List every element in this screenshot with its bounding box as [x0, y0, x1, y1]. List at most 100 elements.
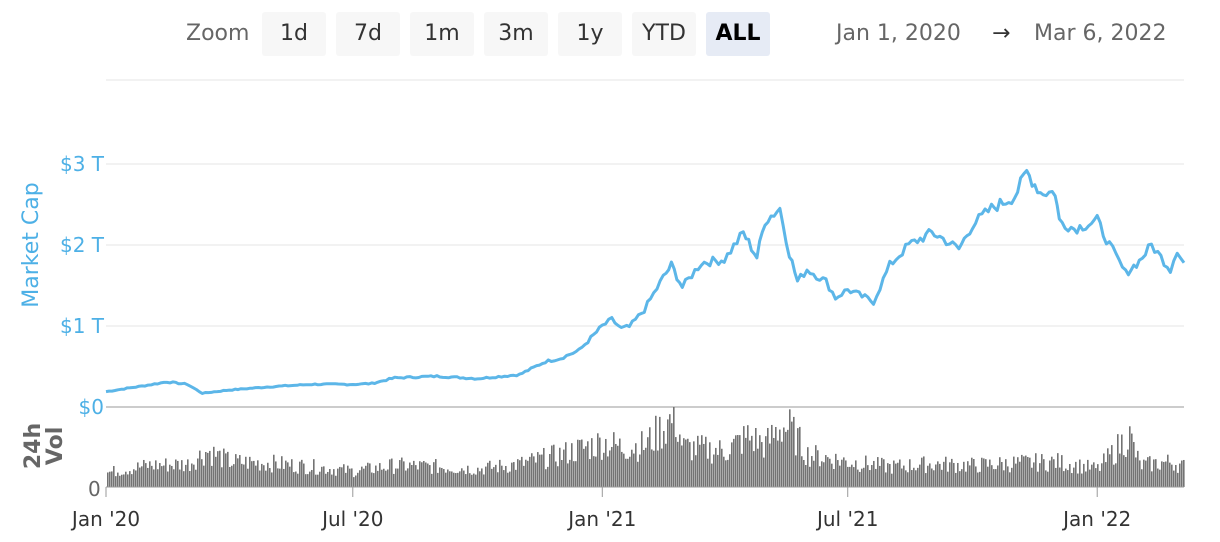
zoom-1m-button[interactable]: 1m: [410, 12, 474, 56]
volume-bar: [1121, 434, 1123, 487]
volume-bar: [783, 427, 785, 487]
zoom-1d-button[interactable]: 1d: [262, 12, 326, 56]
volume-bar: [441, 467, 443, 487]
volume-bar: [543, 447, 545, 487]
volume-bar: [639, 454, 641, 487]
range-to-input[interactable]: Mar 6, 2022: [1034, 21, 1167, 46]
x-axis-ticks: Jan '20 Jul '20 Jan '21 Jul '21 Jan '22: [70, 487, 1131, 531]
volume-bar: [605, 438, 607, 487]
volume-bar: [135, 470, 137, 487]
zoom-ytd-button[interactable]: YTD: [632, 12, 696, 56]
volume-bar: [277, 468, 279, 487]
volume-bar: [245, 456, 247, 487]
volume-bar: [475, 474, 477, 487]
volume-bar: [295, 471, 297, 487]
volume-bar: [1039, 463, 1041, 487]
volume-bar: [159, 463, 161, 487]
volume-bar: [877, 457, 879, 487]
volume-bar: [693, 441, 695, 487]
volume-bar: [1001, 462, 1003, 487]
volume-bar: [337, 468, 339, 487]
volume-bar: [745, 437, 747, 487]
volume-bar: [839, 465, 841, 487]
volume-bar: [781, 441, 783, 487]
volume-bar: [655, 415, 657, 487]
volume-bar: [127, 474, 129, 487]
volume-bar: [1067, 470, 1069, 487]
volume-bar: [191, 463, 193, 487]
volume-bar: [1085, 471, 1087, 487]
volume-bar: [1155, 459, 1157, 487]
volume-bar: [843, 457, 845, 487]
volume-bar: [623, 453, 625, 487]
volume-bar: [443, 469, 445, 487]
volume-bar: [903, 465, 905, 487]
volume-bar: [155, 460, 157, 487]
volume-bar: [789, 409, 791, 487]
volume-bar: [329, 469, 331, 487]
volume-bar: [581, 439, 583, 487]
volume-bar: [423, 460, 425, 487]
volume-bar: [717, 454, 719, 487]
volume-bar: [1023, 456, 1025, 487]
zoom-all-button[interactable]: ALL: [706, 12, 770, 56]
volume-bar: [325, 473, 327, 487]
volume-bar: [727, 459, 729, 487]
volume-bar: [539, 454, 541, 487]
zoom-1y-button[interactable]: 1y: [558, 12, 622, 56]
volume-bar: [1037, 471, 1039, 487]
volume-bar: [947, 471, 949, 487]
volume-bar: [557, 466, 559, 487]
zoom-3m-button[interactable]: 3m: [484, 12, 548, 56]
volume-bar: [123, 474, 125, 487]
volume-bar: [967, 461, 969, 487]
volume-bar: [265, 470, 267, 487]
volume-bar: [225, 453, 227, 487]
volume-bar: [199, 450, 201, 487]
volume-bar: [339, 466, 341, 487]
volume-bar: [663, 430, 665, 487]
volume-bar: [195, 469, 197, 487]
volume-bar: [495, 464, 497, 487]
volume-bar: [869, 470, 871, 487]
volume-bar: [399, 460, 401, 487]
volume-bar: [227, 451, 229, 487]
volume-bar: [551, 445, 553, 487]
volume-bar: [747, 425, 749, 487]
volume-bar: [817, 450, 819, 487]
volume-bar: [1159, 469, 1161, 487]
volume-bar: [411, 464, 413, 487]
zoom-7d-button[interactable]: 7d: [336, 12, 400, 56]
volume-bar: [513, 462, 515, 487]
volume-bar: [289, 466, 291, 487]
volume-bar: [437, 472, 439, 487]
volume-bar: [321, 466, 323, 487]
volume-bar: [591, 438, 593, 487]
volume-bar: [113, 466, 115, 487]
volume-bar: [653, 450, 655, 487]
volume-bar: [393, 473, 395, 487]
volume-bar: [357, 472, 359, 487]
volume-bar: [285, 460, 287, 487]
volume-bar: [701, 435, 703, 487]
volume-bar: [121, 474, 123, 487]
volume-bar: [1017, 457, 1019, 487]
range-from-input[interactable]: Jan 1, 2020: [836, 21, 961, 46]
volume-bar: [919, 464, 921, 487]
volume-bar: [387, 469, 389, 487]
volume-bar: [147, 467, 149, 487]
volume-bar: [651, 449, 653, 487]
volume-bar: [1181, 460, 1183, 487]
volume-bar: [519, 460, 521, 487]
volume-bar: [809, 466, 811, 487]
volume-bar: [665, 443, 667, 487]
volume-bar: [633, 453, 635, 487]
volume-bar: [1033, 462, 1035, 487]
market-cap-line[interactable]: [105, 169, 1186, 395]
volume-bar: [371, 472, 373, 487]
volume-bar: [1095, 468, 1097, 487]
volume-bar: [553, 444, 555, 487]
volume-bar: [619, 438, 621, 487]
volume-bar: [315, 474, 317, 487]
volume-bar: [487, 462, 489, 487]
